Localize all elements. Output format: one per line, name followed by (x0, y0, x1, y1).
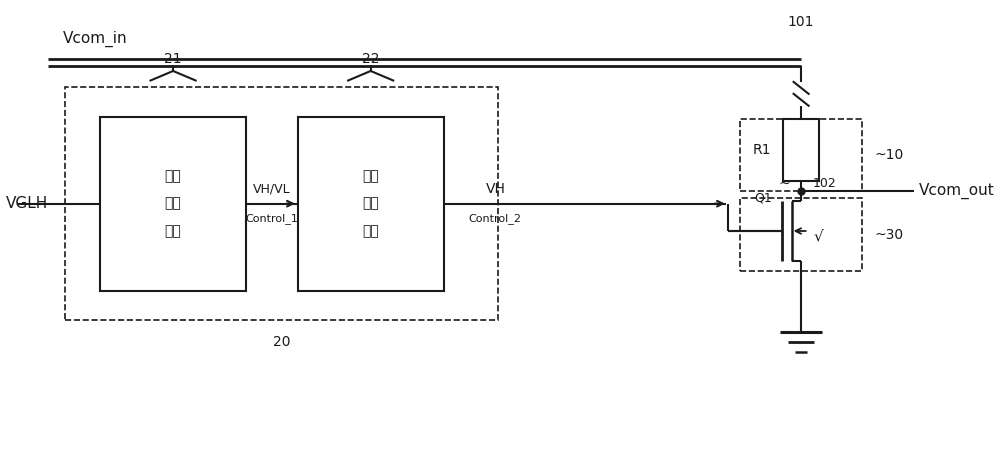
Text: ~10: ~10 (874, 149, 904, 163)
Text: VH/VL: VH/VL (253, 182, 291, 195)
Text: 单元: 单元 (362, 225, 379, 238)
Text: R1: R1 (752, 144, 771, 157)
Text: Vcom_out: Vcom_out (919, 183, 994, 200)
Text: 控制: 控制 (362, 197, 379, 211)
Text: 22: 22 (362, 52, 379, 66)
Text: 20: 20 (273, 335, 291, 349)
Text: 单元: 单元 (165, 225, 181, 238)
Bar (65, 87, 498, 320)
Text: ~30: ~30 (874, 228, 904, 242)
Text: Vcom_in: Vcom_in (63, 31, 127, 47)
Text: 控制: 控制 (165, 197, 181, 211)
Bar (740, 119, 862, 191)
Text: Q1: Q1 (754, 192, 772, 205)
Bar (100, 117, 246, 291)
Text: ~: ~ (778, 176, 790, 190)
Text: 102: 102 (812, 177, 836, 190)
Text: Control_1: Control_1 (245, 213, 298, 224)
Text: Control_2: Control_2 (469, 213, 522, 224)
Text: 第一: 第一 (165, 169, 181, 183)
Bar (740, 198, 862, 271)
Text: 101: 101 (788, 15, 814, 29)
Text: VGLH: VGLH (6, 196, 48, 211)
Text: VH: VH (485, 182, 505, 196)
Bar (783, 119, 819, 181)
Text: √: √ (813, 228, 823, 244)
Text: 第二: 第二 (362, 169, 379, 183)
Text: 21: 21 (164, 52, 182, 66)
Bar (298, 117, 444, 291)
